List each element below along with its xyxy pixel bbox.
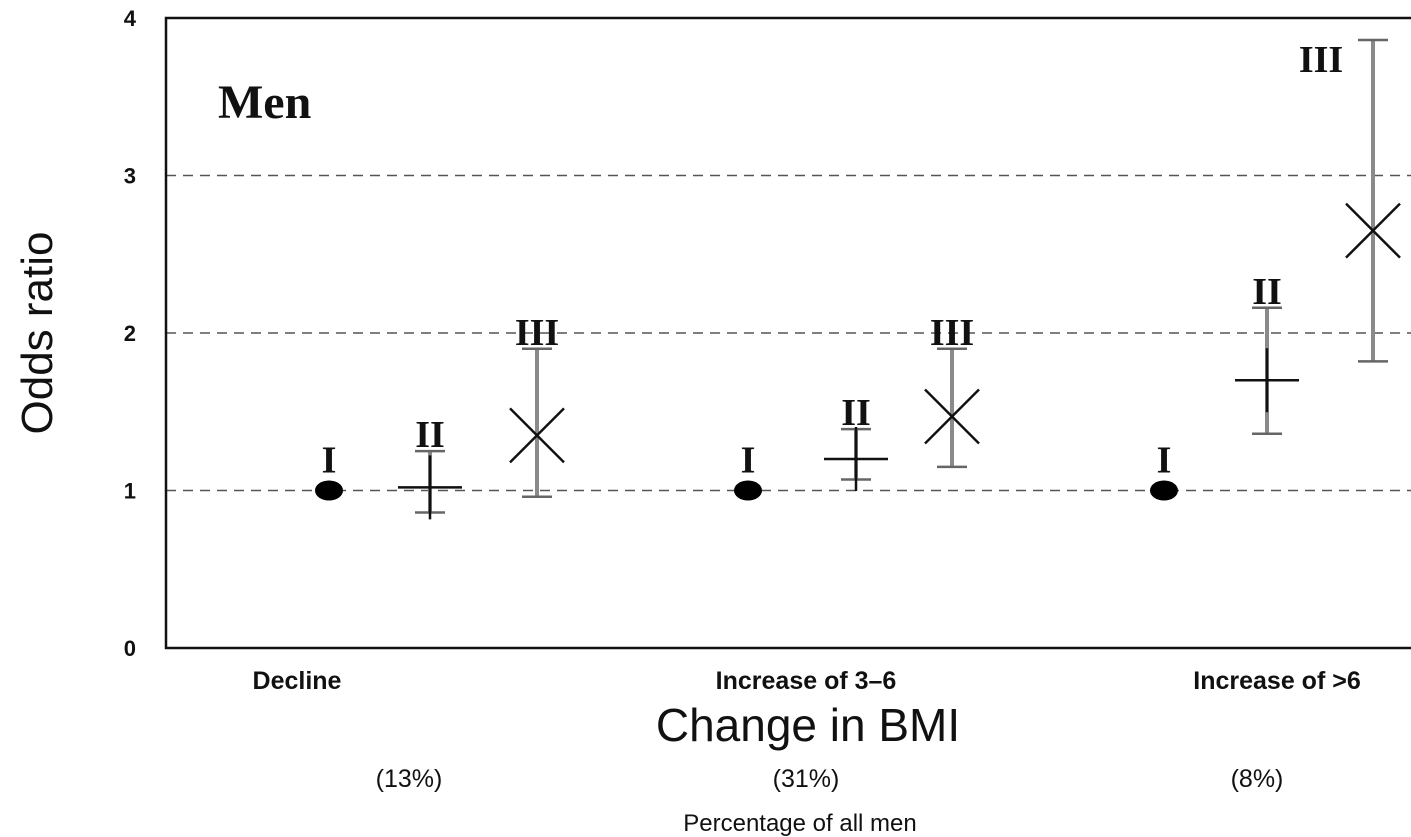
- y-tick-label: 1: [124, 479, 136, 504]
- percent-label: (8%): [1231, 765, 1284, 793]
- point-label-II: II: [415, 414, 445, 456]
- point-label-I: I: [322, 440, 337, 482]
- point-label-I: I: [1157, 440, 1172, 482]
- point-marker-cross-b: [1345, 202, 1401, 259]
- x-category-label: Decline: [253, 667, 342, 695]
- point-label-III: III: [1299, 39, 1343, 81]
- point-marker-dot: [734, 480, 762, 501]
- percent-labels: (13%) (31%) (8%): [376, 765, 1284, 793]
- y-tick-label: 3: [124, 164, 136, 189]
- point-label-I: I: [741, 440, 756, 482]
- y-tick-label: 2: [124, 321, 136, 346]
- panel-title: Men: [218, 76, 311, 129]
- point-label-II: II: [841, 392, 871, 434]
- point-label-III: III: [930, 312, 974, 354]
- point-marker-cross-b: [509, 407, 565, 464]
- x-category-label: Increase of >6: [1193, 667, 1360, 695]
- x-axis-categories: Decline Increase of 3–6 Increase of >6: [253, 667, 1361, 695]
- percent-label: (13%): [376, 765, 443, 793]
- y-tick-label: 4: [124, 6, 137, 31]
- x-category-label: Increase of 3–6: [716, 667, 897, 695]
- percent-caption: Percentage of all men: [683, 810, 916, 837]
- x-axis-label: Change in BMI: [656, 699, 960, 751]
- point-label-II: II: [1252, 271, 1282, 313]
- point-marker-cross-b: [924, 388, 980, 445]
- y-tick-label: 0: [124, 636, 136, 661]
- y-axis-ticks: 0 1 2 3 4: [124, 6, 137, 661]
- y-axis-label: Odds ratio: [13, 232, 62, 435]
- plot-frame: [164, 16, 1411, 650]
- point-marker-dot: [315, 480, 343, 501]
- point-marker-dot: [1150, 480, 1178, 501]
- point-label-III: III: [515, 312, 559, 354]
- percent-label: (31%): [773, 765, 840, 793]
- grid-layer: [166, 174, 1411, 492]
